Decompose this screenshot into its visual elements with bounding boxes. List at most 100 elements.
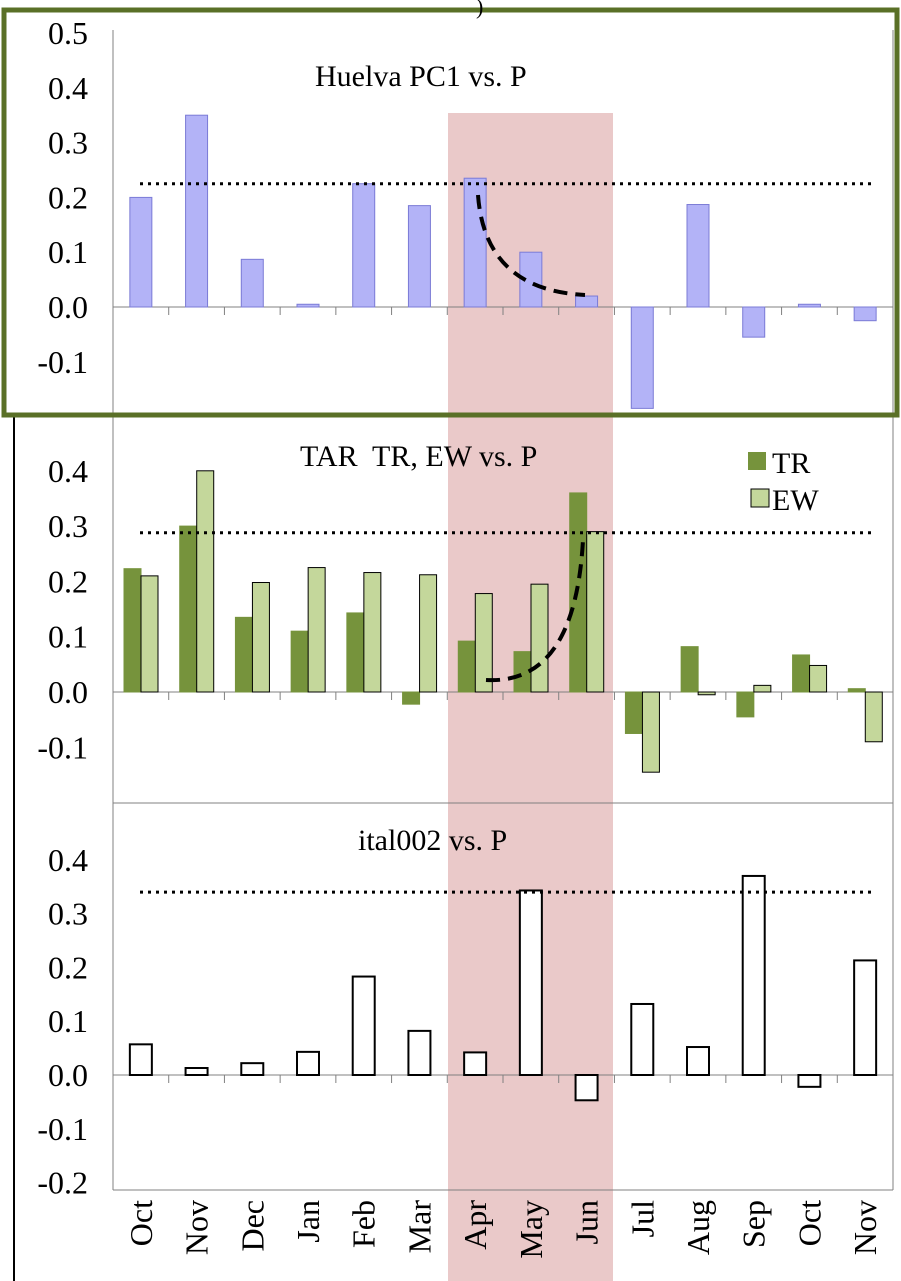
panel-2-ytick-label: -0.1 — [37, 729, 88, 765]
x-tick-label-feb: Feb — [346, 1200, 382, 1248]
panel-2-bar-tr-oct — [792, 654, 811, 693]
panel-2-bar-ew-oct — [809, 664, 828, 693]
x-tick-label-dec: Dec — [234, 1200, 270, 1252]
legend-label-tr: TR — [772, 447, 810, 480]
panel-3-bar-aug — [686, 1046, 710, 1077]
panel-3-ytick-label: 0.4 — [48, 842, 88, 878]
panel-2-bar-ew-sep — [753, 684, 772, 693]
panel-2-bar-tr-oct — [123, 568, 142, 693]
panel-3-ytick-label: 0.1 — [48, 1003, 88, 1039]
panel-3-bar-oct — [797, 1074, 822, 1088]
panel-1-ytick-label: -0.1 — [37, 344, 88, 380]
panel-3-bar-oct — [128, 1043, 153, 1076]
x-tick-label-jun: Jun — [569, 1200, 605, 1244]
legend-label-ew: EW — [772, 484, 819, 517]
x-tick-label-sep: Sep — [736, 1200, 772, 1248]
panel-1-bar-oct — [129, 196, 153, 308]
panel-2-bar-ew-dec — [251, 582, 270, 693]
panel-2-bar-ew-jan — [307, 567, 326, 693]
panel-2-title: TAR TR, EW vs. P — [300, 440, 537, 473]
panel-2: 0.4 0.3 0.2 0.1 0.0 -0.1 — [37, 453, 894, 773]
top-fragment: ) — [476, 0, 483, 19]
panel-1-bar-aug — [686, 204, 710, 308]
panel-1-frame — [1, 7, 900, 418]
panel-3-bar-sep — [741, 874, 766, 1076]
panel-1-ytick-label: 0.2 — [48, 179, 88, 215]
panel-1-ytick-label: 0.5 — [48, 15, 88, 51]
x-tick-label-jul: Jul — [624, 1200, 660, 1237]
panel-1-title: Huelva PC1 vs. P — [315, 60, 527, 93]
panel-2-bar-tr-jan — [290, 630, 309, 693]
panel-1-trend-curve — [476, 194, 586, 297]
panel-3-bar-nov — [853, 959, 878, 1077]
panel-2-bar-tr-apr — [457, 640, 476, 693]
panel-1-bar-jun — [575, 295, 599, 308]
x-tick-label-oct: Oct — [123, 1200, 159, 1246]
panel-1-bar-nov — [853, 306, 877, 322]
panel-1-bar-jan — [296, 303, 320, 308]
panel-2-ytick-label: 0.4 — [48, 453, 88, 489]
panel-1-bar-sep — [742, 306, 766, 338]
panel-2-bar-tr-aug — [680, 646, 699, 693]
panel-2-ytick-label: 0.1 — [48, 619, 88, 655]
panel-3-bar-feb — [351, 975, 376, 1077]
panel-2-bar-ew-oct — [140, 575, 159, 693]
panel-1-bar-dec — [240, 258, 264, 308]
panel-3-bar-jul — [630, 1002, 655, 1077]
panel-3-bar-apr — [463, 1051, 488, 1077]
panel-3-ytick-label: 0.0 — [48, 1057, 88, 1093]
x-tick-label-mar: Mar — [401, 1200, 437, 1254]
panel-3-bar-dec — [240, 1062, 265, 1076]
panel-2-bar-ew-nov — [864, 691, 883, 743]
panel-1-bar-nov — [185, 114, 209, 308]
x-tick-label-apr: Apr — [457, 1200, 493, 1250]
panel-1-bar-may — [519, 251, 543, 308]
panel-3-bar-nov — [184, 1067, 209, 1076]
x-tick-label-nov: Nov — [847, 1200, 883, 1255]
panel-1-bar-apr — [463, 177, 487, 308]
panel-2-bar-tr-feb — [346, 612, 365, 693]
panel-1-ytick-label: 0.1 — [48, 234, 88, 270]
panel-2-trend-curve — [485, 539, 585, 683]
panel-2-bar-ew-jun — [586, 531, 605, 693]
panel-2-bar-ew-aug — [697, 691, 716, 696]
panel-1-bar-oct — [797, 303, 821, 308]
panel-2-bar-ew-jul — [641, 691, 660, 773]
x-tick-label-aug: Aug — [680, 1200, 716, 1255]
panel-2-bar-tr-jul — [624, 691, 643, 734]
panel-3-ytick-label: 0.3 — [48, 896, 88, 932]
panel-2-ytick-label: 0.2 — [48, 563, 88, 599]
panel-3: 0.4 0.3 0.2 0.1 0.0 -0.1 -0.2 — [37, 842, 894, 1201]
panel-3-ytick-label: -0.2 — [37, 1165, 88, 1201]
panel-3-ytick-label: 0.2 — [48, 949, 88, 985]
x-tick-label-nov: Nov — [179, 1200, 215, 1255]
panel-2-bar-ew-feb — [363, 572, 382, 693]
panel-2-bar-tr-nov — [179, 525, 198, 693]
legend-swatch-tr — [748, 452, 766, 470]
panel-2-ytick-label: 0.0 — [48, 674, 88, 710]
panel-1-bar-mar — [407, 205, 431, 308]
panel-3-title: ital002 vs. P — [358, 824, 507, 857]
panel-3-bar-jun — [574, 1074, 599, 1102]
panel-2-bar-ew-mar — [419, 574, 438, 693]
panel-1-ytick-label: 0.3 — [48, 125, 88, 161]
panel-frames — [13, 30, 894, 1281]
panel-2-bar-ew-apr — [474, 593, 493, 693]
panel-1: 0.5 0.4 0.3 0.2 0.1 0.0 -0.1 — [37, 15, 894, 409]
panel-3-ytick-label: -0.1 — [37, 1111, 88, 1147]
panel-2-bar-tr-sep — [736, 691, 755, 718]
panel-2-bar-tr-nov — [847, 688, 866, 693]
panel-2-bar-ew-nov — [196, 470, 215, 693]
legend-swatch-ew — [750, 488, 770, 508]
panel-3-bar-may — [518, 889, 543, 1076]
panel-2-bar-tr-mar — [402, 691, 421, 705]
x-tick-label-may: May — [513, 1200, 549, 1259]
panel-1-ytick-label: 0.4 — [48, 70, 88, 106]
panel-2-ytick-label: 0.3 — [48, 508, 88, 544]
panel-3-bar-jan — [296, 1050, 320, 1076]
panel-1-bar-jul — [630, 306, 654, 409]
panel-2-bar-tr-dec — [234, 616, 253, 693]
panel-3-bar-mar — [407, 1029, 432, 1077]
panel-2-bar-tr-may — [513, 651, 532, 693]
